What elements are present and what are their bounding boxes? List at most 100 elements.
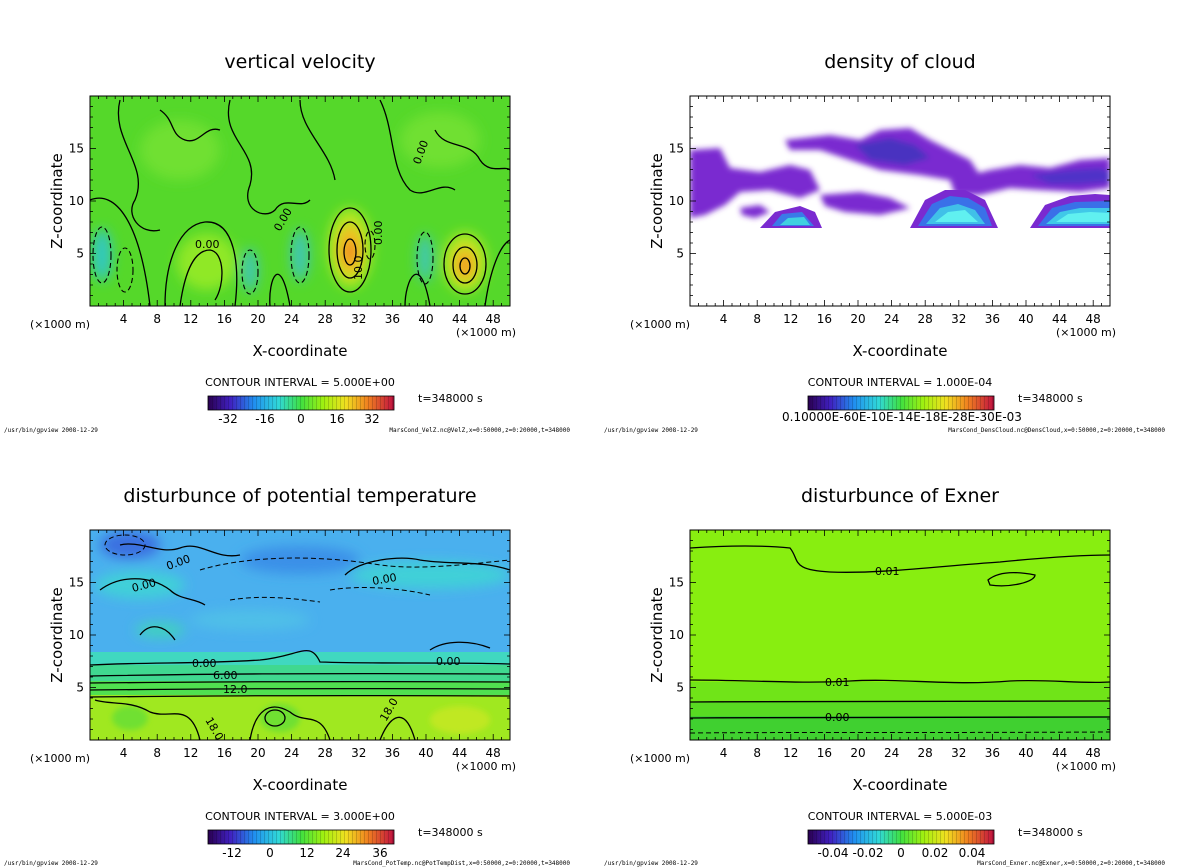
y-tick-label: 10	[669, 628, 684, 642]
field-band	[690, 682, 1110, 702]
colorbar-tick: 0.04	[959, 846, 986, 860]
field-blob	[240, 546, 360, 574]
x-tick-label: 24	[884, 312, 899, 326]
contour-lines-negative	[92, 226, 434, 295]
chart-title: vertical velocity	[224, 51, 375, 73]
program-footer: /usr/bin/gpview 2008-12-29	[604, 427, 698, 434]
field-blob	[460, 258, 470, 274]
y-tick-label: 15	[69, 142, 84, 156]
cloud-region	[780, 217, 810, 225]
contour-line	[987, 571, 1036, 587]
contour-line	[484, 239, 510, 306]
y-ticks: 5 10 15	[669, 540, 1110, 730]
x-tick-label: 16	[817, 746, 832, 760]
x-unit-left: (×1000 m)	[30, 318, 90, 331]
y-ticks: 5 10 15	[69, 540, 510, 730]
contour-line	[299, 99, 336, 181]
x-unit-left: (×1000 m)	[630, 752, 690, 765]
y-tick-label: 5	[676, 681, 684, 695]
program-footer: /usr/bin/gpview 2008-12-29	[4, 860, 98, 867]
x-tick-label: 12	[183, 746, 198, 760]
colorbar-tick: 0.02	[922, 846, 949, 860]
time-label: t=348000 s	[1018, 392, 1083, 405]
x-tick-label: 36	[385, 312, 400, 326]
x-tick-label: 44	[1052, 746, 1067, 760]
y-axis-label: Z-coordinate	[648, 153, 666, 248]
x-tick-label: 44	[1052, 312, 1067, 326]
contour-line	[117, 99, 161, 232]
x-axis-label: X-coordinate	[853, 342, 948, 360]
y-tick-label: 5	[76, 247, 84, 261]
field-blob	[350, 561, 510, 589]
contour-line	[164, 221, 238, 306]
x-tick-label: 8	[153, 746, 161, 760]
contour-line	[379, 716, 416, 740]
x-tick-label: 8	[153, 312, 161, 326]
contour-line	[328, 207, 372, 293]
x-axis-label: X-coordinate	[253, 776, 348, 794]
x-tick-label: 4	[120, 746, 128, 760]
cloud-region	[855, 138, 930, 165]
contour-line	[94, 699, 201, 740]
contour-line	[379, 99, 456, 194]
colorbar-ticks: -12 0 12 24 36	[222, 846, 387, 860]
chart-title: disturbunce of potential temperature	[123, 485, 476, 507]
contour-line	[249, 706, 331, 740]
y-tick-label: 15	[669, 142, 684, 156]
contour-lines	[90, 543, 510, 740]
time-label: t=348000 s	[418, 392, 483, 405]
contour-line	[690, 716, 1110, 719]
colorbar-tick: -0.02	[852, 846, 883, 860]
colorbar-divisions	[208, 396, 394, 410]
contour-label: 10.0	[352, 256, 365, 281]
field-blob	[417, 234, 433, 282]
colorbar-tick: -32	[218, 412, 238, 426]
contour-line	[690, 679, 1110, 684]
colorbar-tick: 0.10000E-60E-10E-14E-18E-28E-30E-03	[782, 410, 1022, 424]
contour-lines-negative	[104, 534, 510, 603]
contour-line	[452, 246, 478, 284]
contour-label: 0.00	[372, 221, 385, 246]
x-tick-label: 16	[817, 312, 832, 326]
x-tick-label: 4	[720, 746, 728, 760]
contour-line	[343, 238, 357, 266]
contour-line	[336, 221, 364, 279]
x-ticks: 4 8 12 16 20 24 28 32 36 40 44 48	[98, 530, 503, 760]
colorbar-tick: 12	[299, 846, 314, 860]
time-label: t=348000 s	[418, 826, 483, 839]
contour-label: 0.00	[192, 657, 217, 670]
x-unit-left: (×1000 m)	[630, 318, 690, 331]
file-info: MarsCond_PotTemp.nc@PotTempDist,x=0:5000…	[353, 860, 570, 867]
field-blob	[430, 706, 490, 734]
colorbar-tick: 0	[266, 846, 274, 860]
x-tick-label: 8	[753, 746, 761, 760]
contour-line-negative	[241, 249, 259, 295]
x-tick-label: 40	[1018, 312, 1033, 326]
colorbar-tick: -0.04	[817, 846, 848, 860]
contour-label: 0.00	[371, 571, 397, 588]
chart-title: disturbunce of Exner	[801, 485, 999, 507]
y-ticks: 5 10 15	[669, 106, 1110, 296]
x-tick-label: 40	[418, 312, 433, 326]
contour-line	[690, 700, 1110, 703]
panel-vertical-velocity: vertical velocity	[4, 51, 570, 434]
x-tick-label: 24	[884, 746, 899, 760]
y-tick-label: 10	[69, 194, 84, 208]
contour-line-negative	[104, 534, 146, 556]
contour-label: 6.00	[213, 669, 238, 682]
contour-line	[344, 557, 510, 576]
x-tick-label: 44	[452, 746, 467, 760]
x-tick-label: 32	[351, 746, 366, 760]
x-unit-right: (×1000 m)	[456, 326, 516, 339]
x-tick-label: 32	[951, 312, 966, 326]
field-band	[90, 681, 510, 695]
contour-interval: CONTOUR INTERVAL = 5.000E-03	[808, 810, 992, 823]
heatmap-field: 0.00 0.00 0.00 0.00 0.00 6.00 12.0 18.0 …	[90, 530, 510, 740]
x-tick-label: 20	[850, 746, 865, 760]
contour-label: 0.01	[875, 565, 900, 578]
x-tick-label: 40	[1018, 746, 1033, 760]
x-tick-label: 36	[985, 746, 1000, 760]
contour-line	[90, 694, 510, 698]
colorbar-divisions	[808, 396, 994, 410]
field-blob	[344, 240, 356, 264]
